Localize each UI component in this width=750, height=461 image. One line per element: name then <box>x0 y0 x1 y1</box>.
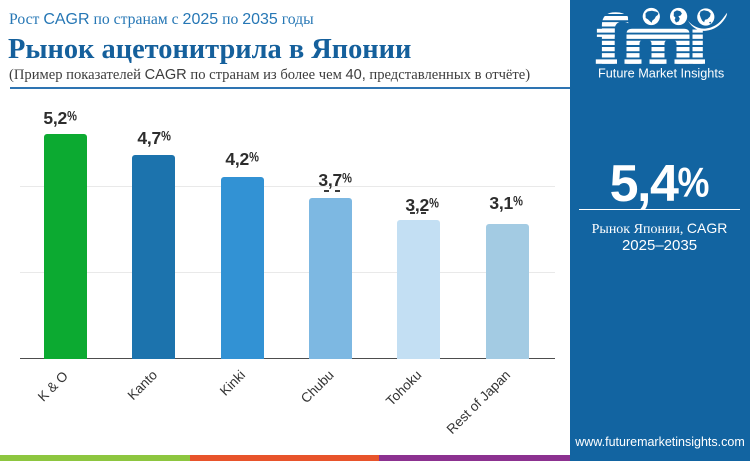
svg-text:Future Market Insights: Future Market Insights <box>598 67 724 81</box>
